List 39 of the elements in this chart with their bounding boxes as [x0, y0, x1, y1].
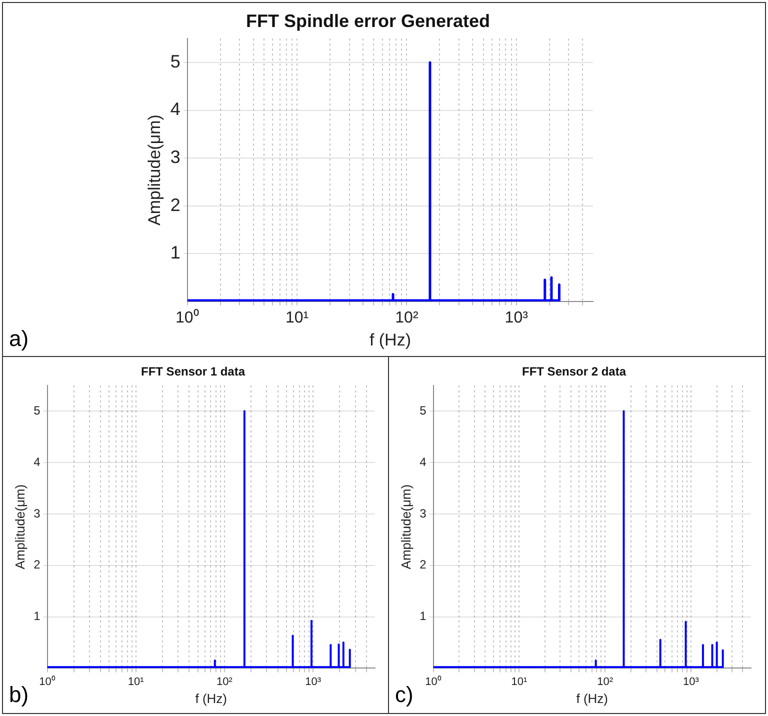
chart-title: FFT Sensor 2 data [522, 364, 626, 379]
y-tick-label: 4 [420, 454, 427, 469]
x-tick-label: 10² [216, 676, 233, 688]
text: b) [9, 682, 29, 708]
chart-title: FFT Spindle error Generated [246, 10, 490, 31]
text: c) [395, 682, 414, 708]
y-tick-label: 5 [34, 403, 41, 418]
x-axis-title: f (Hz) [195, 690, 228, 706]
x-tick-label: 10³ [504, 309, 529, 326]
y-tick-label: 5 [170, 51, 180, 72]
y-tick-label: 3 [170, 147, 180, 168]
x-axis-title: f (Hz) [576, 690, 608, 706]
y-tick-label: 2 [34, 558, 41, 572]
y-tick-label: 3 [420, 506, 427, 520]
y-tick-label: 4 [170, 99, 180, 120]
y-tick-label: 1 [34, 609, 41, 624]
x-tick-label: 10³ [305, 676, 322, 688]
y-axis-title: Amplitude(μm) [144, 114, 164, 226]
y-axis-title: Amplitude(μm) [398, 484, 414, 570]
x-tick-label: 10³ [683, 676, 700, 688]
y-tick-label: 5 [420, 403, 427, 418]
x-tick-label: 10¹ [128, 676, 144, 688]
text: a) [9, 326, 29, 352]
y-tick-label: 2 [170, 194, 180, 215]
x-tick-label: 10⁰ [39, 674, 56, 688]
x-tick-label: 10⁰ [176, 308, 200, 326]
y-tick-label: 4 [34, 454, 41, 469]
x-tick-label: 10² [395, 309, 419, 326]
x-tick-label: 10¹ [285, 309, 309, 326]
x-tick-label: 10⁰ [425, 674, 442, 688]
y-tick-label: 2 [420, 558, 427, 572]
x-tick-label: 10¹ [511, 676, 528, 688]
x-axis-title: f (Hz) [369, 330, 411, 350]
y-tick-label: 1 [170, 242, 180, 263]
y-tick-label: 3 [34, 506, 41, 520]
x-tick-label: 10² [597, 676, 614, 688]
y-tick-label: 1 [420, 609, 427, 624]
y-axis-title: Amplitude(μm) [12, 484, 28, 570]
chart-title: FFT Sensor 1 data [140, 364, 246, 379]
